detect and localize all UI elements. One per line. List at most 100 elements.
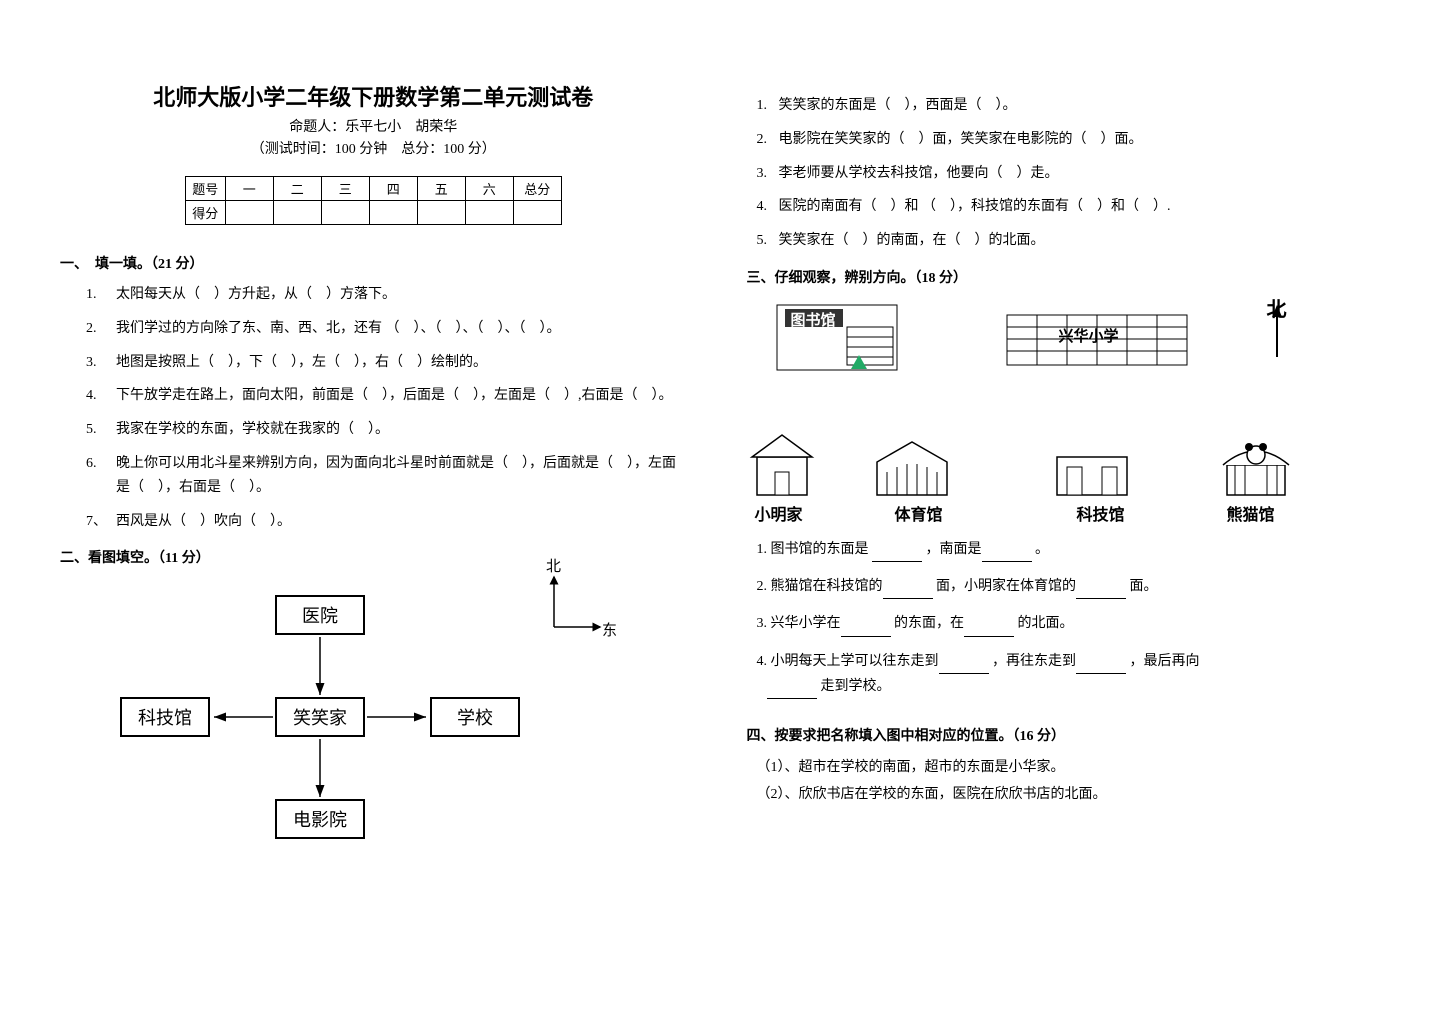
blank: [872, 546, 922, 562]
q-num: 4.: [86, 384, 116, 408]
q-num: 5.: [757, 229, 779, 253]
score-col: 二: [273, 177, 321, 201]
score-col: 总分: [513, 177, 561, 201]
q-num: 3.: [757, 162, 779, 186]
q-text: ，最后再向: [1130, 654, 1200, 669]
q-item: 4. 小明每天上学可以往东走到 ，再往东走到 ，最后再向 走到学校。: [757, 649, 1374, 699]
q-text: 走到学校。: [821, 679, 891, 694]
box-cinema: 电影院: [275, 799, 365, 839]
q-item: 1. 图书馆的东面是 ，南面是 。: [757, 537, 1374, 562]
blank: [964, 621, 1014, 637]
score-row-label: 得分: [185, 201, 225, 225]
q-text: 太阳每天从（ ）方升起，从（ ）方落下。: [116, 283, 687, 307]
blank: [939, 658, 989, 674]
q-text: 笑笑家在（ ）的南面，在（ ）的北面。: [779, 229, 1374, 253]
q-text: 李老师要从学校去科技馆，他要向（ ）走。: [779, 162, 1374, 186]
q-text: 电影院在笑笑家的（ ）面，笑笑家在电影院的（ ）面。: [779, 128, 1374, 152]
q-num: 7、: [86, 510, 116, 534]
left-column: 北师大版小学二年级下册数学第二单元测试卷 命题人：乐平七小 胡荣华 （测试时间：…: [60, 80, 717, 971]
section2-title: 二、看图填空。（11 分）: [60, 547, 687, 567]
score-cell: [465, 201, 513, 225]
time-line: （测试时间：100 分钟 总分：100 分）: [60, 138, 687, 158]
scene-map: 北: [747, 297, 1297, 527]
map-north: 北: [1267, 293, 1287, 322]
q-item: 6.晚上你可以用北斗星来辨别方向，因为面向北斗星时前面就是（ ），后面就是（ ）…: [86, 452, 687, 500]
q-item: 7、西风是从（ ）吹向（ ）。: [86, 510, 687, 534]
scene-svg: [747, 297, 1297, 522]
q-text: 医院的南面有（ ）和 （ ），科技馆的东面有（ ）和（ ）.: [779, 195, 1374, 219]
q-num: 3.: [757, 616, 768, 631]
q-text: 晚上你可以用北斗星来辨别方向，因为面向北斗星时前面就是（ ），后面就是（ ），左…: [116, 452, 687, 500]
q-item: 1.太阳每天从（ ）方升起，从（ ）方落下。: [86, 283, 687, 307]
author-line: 命题人：乐平七小 胡荣华: [60, 116, 687, 136]
score-table-header-row: 题号 一 二 三 四 五 六 总分: [185, 177, 561, 201]
score-cell: [369, 201, 417, 225]
q-item: 4.医院的南面有（ ）和 （ ），科技馆的东面有（ ）和（ ）.: [757, 195, 1374, 219]
q-item: 4.下午放学走在路上，面向太阳，前面是（ ），后面是（ ），左面是（ ）,右面是…: [86, 384, 687, 408]
right-column: 1.笑笑家的东面是（ ），西面是（ ）。 2.电影院在笑笑家的（ ）面，笑笑家在…: [717, 80, 1374, 971]
q-num: 2.: [86, 317, 116, 341]
cap-gym: 体育馆: [895, 501, 943, 525]
q-num: 1.: [757, 94, 779, 118]
q-item: （1）、超市在学校的南面，超市的东面是小华家。: [757, 755, 1374, 782]
q-text: 兴华小学在: [771, 616, 841, 631]
cap-panda: 熊猫馆: [1227, 501, 1275, 525]
score-col: 题号: [185, 177, 225, 201]
q-num: 2.: [757, 579, 768, 594]
q-item: 3. 兴华小学在 的东面，在 的北面。: [757, 611, 1374, 636]
q-text: 西风是从（ ）吹向（ ）。: [116, 510, 687, 534]
section1-list: 1.太阳每天从（ ）方升起，从（ ）方落下。 2.我们学过的方向除了东、南、西、…: [60, 283, 687, 533]
q-num: 1.: [86, 283, 116, 307]
cap-xiaoming: 小明家: [755, 501, 803, 525]
q-num: 3.: [86, 351, 116, 375]
q-item: 5.我家在学校的东面，学校就在我家的（ ）。: [86, 418, 687, 442]
blank: [841, 621, 891, 637]
compass-north: 北: [546, 555, 561, 576]
q-text: 小明每天上学可以往东走到: [771, 654, 939, 669]
score-table: 题号 一 二 三 四 五 六 总分 得分: [185, 176, 562, 225]
q-num: 5.: [86, 418, 116, 442]
q-item: 2.我们学过的方向除了东、南、西、北，还有 （ ）、（ ）、（ ）、（ ）。: [86, 317, 687, 341]
blank: [1076, 583, 1126, 599]
score-col: 一: [225, 177, 273, 201]
q-text: 的东面，在: [894, 616, 964, 631]
section4-title: 四、按要求把名称填入图中相对应的位置。（16 分）: [747, 725, 1374, 745]
q-text: 我们学过的方向除了东、南、西、北，还有 （ ）、（ ）、（ ）、（ ）。: [116, 317, 687, 341]
q-text: ，南面是: [926, 542, 982, 557]
q-text: 我家在学校的东面，学校就在我家的（ ）。: [116, 418, 687, 442]
section3-questions: 1. 图书馆的东面是 ，南面是 。 2. 熊猫馆在科技馆的 面，小明家在体育馆的…: [747, 537, 1374, 699]
compass-east: 东: [602, 619, 617, 640]
score-col: 六: [465, 177, 513, 201]
q-text: 图书馆的东面是: [771, 542, 873, 557]
section2-questions: 1.笑笑家的东面是（ ），西面是（ ）。 2.电影院在笑笑家的（ ）面，笑笑家在…: [747, 94, 1374, 253]
q-text: 面。: [1130, 579, 1158, 594]
q-item: 2.电影院在笑笑家的（ ）面，笑笑家在电影院的（ ）面。: [757, 128, 1374, 152]
q-item: 3.地图是按照上（ ），下（ ），左（ ），右（ ）绘制的。: [86, 351, 687, 375]
q-text: ，再往东走到: [992, 654, 1076, 669]
box-tech: 科技馆: [120, 697, 210, 737]
blank: [982, 546, 1032, 562]
box-home: 笑笑家: [275, 697, 365, 737]
score-cell: [417, 201, 465, 225]
compass-svg: [540, 567, 610, 707]
q-item: 1.笑笑家的东面是（ ），西面是（ ）。: [757, 94, 1374, 118]
q-item: 3.李老师要从学校去科技馆，他要向（ ）走。: [757, 162, 1374, 186]
q-text: 下午放学走在路上，面向太阳，前面是（ ），后面是（ ），左面是（ ）,右面是（ …: [116, 384, 687, 408]
box-hospital: 医院: [275, 595, 365, 635]
q-item: 5.笑笑家在（ ）的南面，在（ ）的北面。: [757, 229, 1374, 253]
q-text: 的北面。: [1018, 616, 1074, 631]
q-text: 笑笑家的东面是（ ），西面是（ ）。: [779, 94, 1374, 118]
score-cell: [273, 201, 321, 225]
score-cell: [321, 201, 369, 225]
q-text: 。: [1035, 542, 1049, 557]
section4-items: （1）、超市在学校的南面，超市的东面是小华家。 （2）、欣欣书店在学校的东面，医…: [747, 755, 1374, 808]
cap-science: 科技馆: [1077, 501, 1125, 525]
score-cell: [225, 201, 273, 225]
blank: [883, 583, 933, 599]
diagram-map: 北 东 医院 科技馆 笑笑家 学校 电影院: [90, 577, 580, 857]
score-cell: [513, 201, 561, 225]
page-title: 北师大版小学二年级下册数学第二单元测试卷: [60, 80, 687, 112]
q-num: 4.: [757, 195, 779, 219]
score-col: 三: [321, 177, 369, 201]
score-col: 四: [369, 177, 417, 201]
